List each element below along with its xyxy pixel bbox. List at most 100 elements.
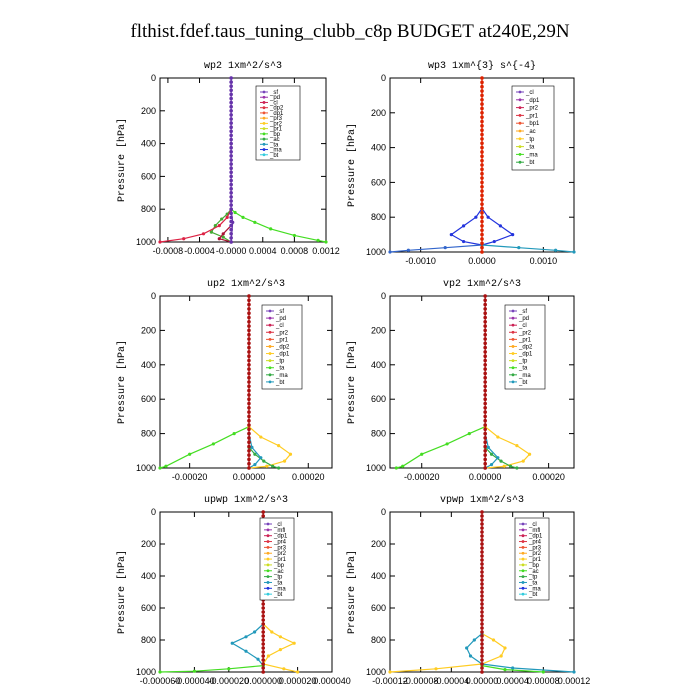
budget-marker [480,76,484,80]
data-point [256,657,260,661]
legend-marker [521,575,525,579]
y-tick-label: 0 [381,73,386,83]
budget-marker [480,666,484,670]
data-point [486,215,490,219]
data-point [244,649,248,653]
budget-marker [483,341,487,346]
data-point [420,452,424,456]
budget-marker [480,626,484,630]
budget-marker [483,332,487,337]
budget-marker [480,538,484,542]
budget-marker [247,315,251,320]
budget-marker [483,302,487,307]
budget-marker [247,363,251,367]
budget-marker [483,440,487,445]
legend-entry: _pr4 [528,540,542,546]
legend-marker [518,137,522,141]
budget-marker [483,363,487,367]
legend-entry: _pr3 [273,545,287,551]
legend-entry: _ma [275,373,288,379]
budget-marker [229,162,233,166]
budget-marker [480,158,484,163]
data-point [158,466,162,470]
budget-marker [229,195,233,199]
legend-marker [511,345,515,348]
budget-marker [229,109,233,113]
legend-entry: _ta [273,580,283,586]
data-point [220,217,224,221]
budget-marker [483,311,487,316]
budget-marker [480,184,484,189]
legend-marker [262,137,266,141]
legend-marker [266,545,270,549]
data-point [232,432,236,436]
y-tick-label: 400 [371,571,386,581]
legend-marker [262,90,266,94]
y-axis-label: Pressure [hPa] [116,550,128,634]
budget-marker [480,115,484,119]
data-point [401,464,405,468]
legend-entry: _pr2 [518,330,532,336]
legend-marker [268,380,272,384]
budget-marker [480,232,484,237]
budget-marker [247,466,251,470]
budget-marker [480,586,484,590]
budget-marker [480,642,484,646]
budget-marker [229,178,233,183]
x-tick-label: 0.0000 [468,256,496,266]
budget-marker [480,202,484,206]
legend-marker [518,121,522,125]
budget-marker [229,125,233,129]
budget-marker [483,457,487,462]
budget-marker [480,124,484,128]
legend-entry: _bp [273,563,285,569]
x-tick-label: 0.00004 [496,676,529,686]
budget-marker [480,241,484,246]
budget-marker [229,223,233,228]
panel-title: wp2 1xm^2/s^3 [204,60,282,72]
budget-marker [480,137,484,141]
legend-marker [511,309,515,313]
legend-entry: _dp2 [275,344,290,350]
budget-marker [229,137,233,142]
budget-marker [247,393,251,397]
budget-marker [483,315,487,320]
x-tick-label: 0.0012 [312,246,340,256]
budget-marker [483,384,487,389]
budget-marker [229,88,233,93]
budget-marker [229,236,233,240]
budget-marker [261,510,266,514]
data-point [253,630,257,634]
panel-title: wp3 1xm^{3} s^{-4} [428,60,536,72]
budget-marker [480,215,484,219]
data-point [499,654,503,658]
x-tick-label: -0.0004 [184,246,215,256]
data-point [527,452,532,456]
budget-marker [480,526,484,530]
y-tick-label: 600 [371,394,386,404]
legend-marker [268,373,272,377]
budget-marker [247,294,251,298]
legend-marker [518,129,522,133]
budget-marker [247,337,251,341]
data-point [449,233,453,237]
data-point [499,459,503,463]
legend-entry: _ac [525,129,536,135]
y-tick-label: 400 [141,360,156,370]
legend-entry: _dp1 [525,98,540,104]
budget-marker [483,354,487,359]
budget-marker [229,100,233,105]
legend-marker [262,106,266,110]
legend-entry: _ta [518,366,528,372]
budget-marker [480,590,484,594]
legend-marker [511,330,515,334]
data-point [572,670,576,674]
legend-entry: _ta [528,580,538,586]
y-tick-label: 800 [371,212,386,222]
budget-marker [480,574,484,578]
budget-marker [247,320,251,324]
budget-marker [229,84,233,88]
panel-title: upwp 1xm^2/s^3 [204,494,288,506]
data-point [278,635,282,639]
series-line-tp [481,208,514,246]
